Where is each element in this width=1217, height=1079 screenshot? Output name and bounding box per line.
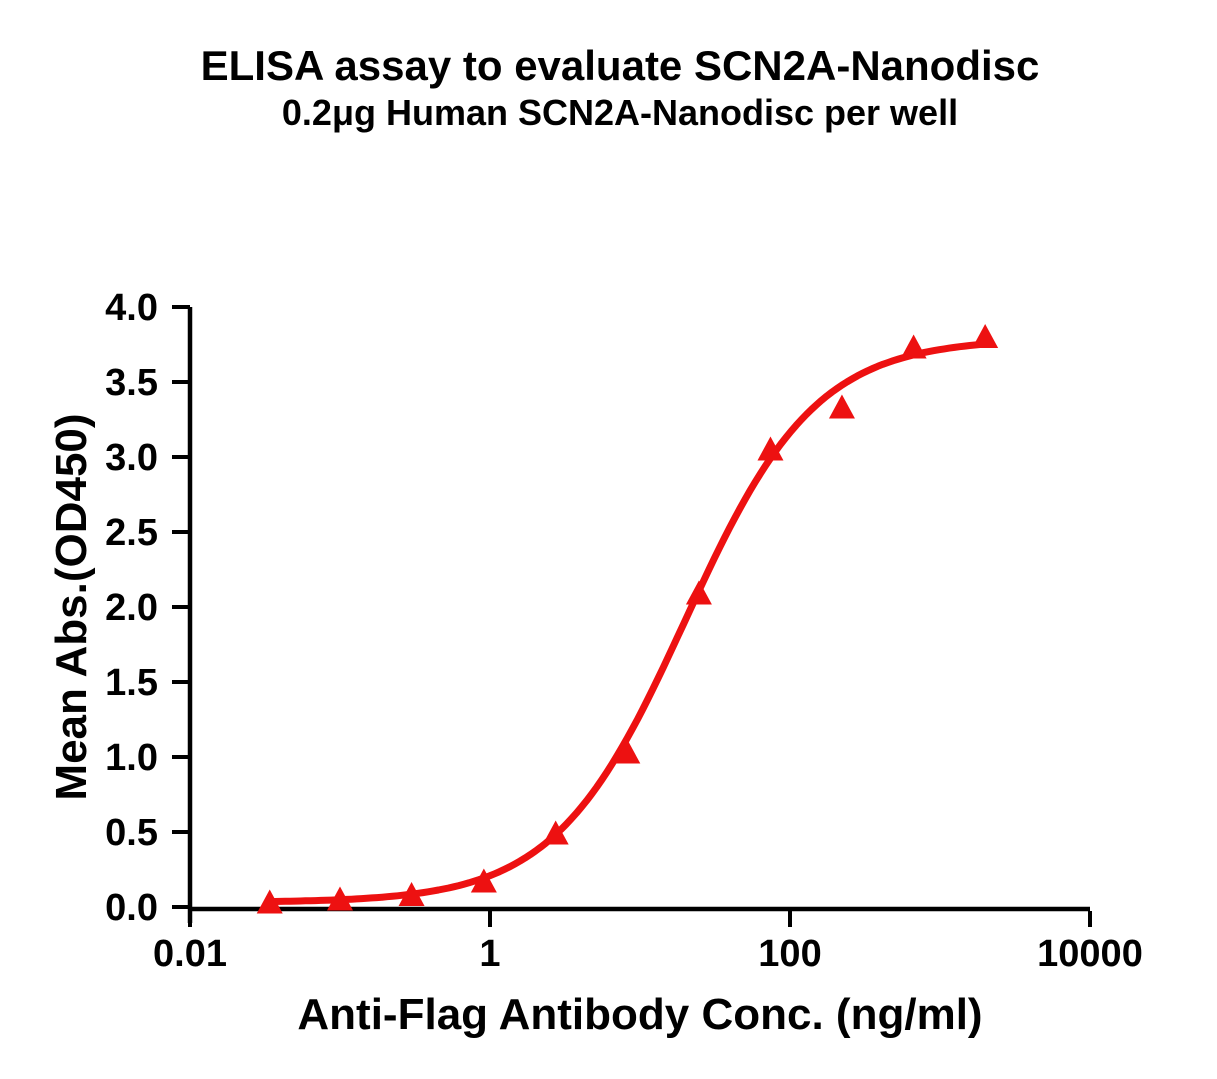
data-point-marker xyxy=(900,334,927,359)
data-point-marker xyxy=(757,436,784,461)
y-tick-label: 1.5 xyxy=(105,662,158,704)
data-point-marker xyxy=(614,739,641,764)
data-point-marker xyxy=(470,868,497,893)
y-tick-label: 2.0 xyxy=(105,587,158,629)
data-point-marker xyxy=(256,889,283,914)
data-point-marker xyxy=(398,882,425,906)
data-point-marker xyxy=(685,580,712,605)
y-tick-label: 3.0 xyxy=(105,437,158,479)
x-tick-label: 10000 xyxy=(1037,933,1143,975)
y-tick-label: 0.0 xyxy=(105,887,158,929)
x-tick-label: 0.01 xyxy=(153,933,227,975)
data-point-marker xyxy=(972,324,999,348)
chart-title: ELISA assay to evaluate SCN2A-Nanodisc xyxy=(200,42,1040,89)
data-point-marker xyxy=(828,394,855,419)
y-tick-label: 3.5 xyxy=(105,362,158,404)
data-point-marker xyxy=(327,886,353,911)
x-tick-label: 100 xyxy=(758,933,821,975)
y-tick-label: 1.0 xyxy=(105,737,158,779)
y-tick-label: 0.5 xyxy=(105,812,158,854)
chart-subtitle: 0.2μg Human SCN2A-Nanodisc per well xyxy=(281,92,959,133)
y-tick-label: 2.5 xyxy=(105,512,158,554)
y-tick-label: 4.0 xyxy=(105,287,158,329)
fit-curve xyxy=(266,340,989,905)
data-point-marker xyxy=(542,820,569,845)
x-tick-label: 1 xyxy=(479,933,500,975)
x-axis-label: Anti-Flag Antibody Conc. (ng/ml) xyxy=(297,990,983,1039)
